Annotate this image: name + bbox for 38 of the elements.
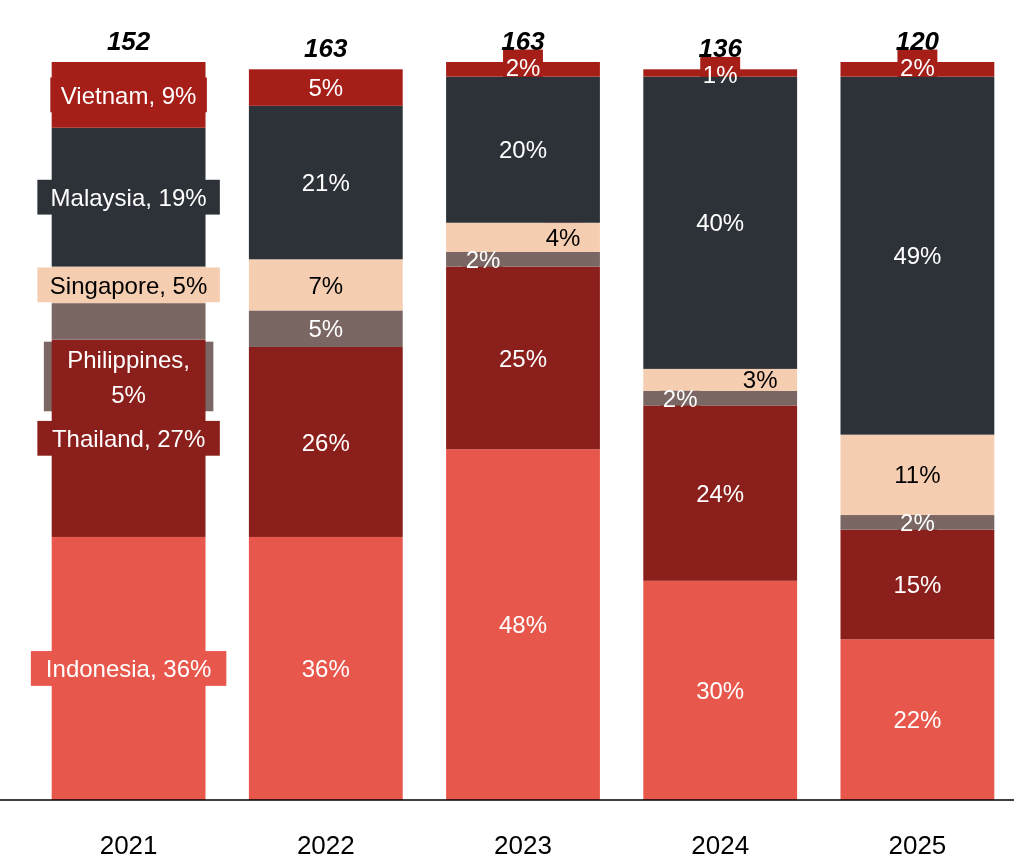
x-tick-label: 2025 bbox=[888, 830, 947, 857]
annotation: 120 bbox=[895, 26, 940, 56]
data-label: Indonesia, 36% bbox=[45, 655, 212, 683]
data-label: 36% bbox=[301, 655, 350, 683]
annotation: 163 bbox=[501, 26, 546, 56]
data-label: 3% bbox=[742, 366, 778, 394]
data-label: 2% bbox=[900, 53, 935, 81]
data-label: Singapore, 5% bbox=[49, 271, 208, 299]
data-label: 5% bbox=[308, 315, 344, 343]
data-label: 48% bbox=[498, 611, 548, 639]
data-label: Vietnam, 9% bbox=[60, 81, 197, 109]
annotation: 163 bbox=[304, 33, 349, 64]
data-label: 2% bbox=[465, 245, 501, 273]
data-label: 30% bbox=[696, 677, 745, 705]
data-label: 24% bbox=[696, 479, 745, 507]
data-label: 21% bbox=[301, 169, 350, 197]
data-label: Malaysia, 19% bbox=[50, 183, 207, 211]
annotation: 152 bbox=[106, 26, 151, 56]
data-label: Thailand, 27% bbox=[51, 424, 206, 452]
data-label: 49% bbox=[893, 242, 942, 270]
data-label: 5% bbox=[308, 74, 344, 102]
data-label: 20% bbox=[498, 136, 548, 164]
data-label: 15% bbox=[893, 571, 942, 599]
data-label: 4% bbox=[545, 224, 581, 252]
data-label: 11% bbox=[894, 461, 941, 489]
x-tick-label: 2022 bbox=[296, 830, 355, 857]
data-label: 22% bbox=[893, 706, 942, 734]
data-label: Philippines, 5% bbox=[67, 345, 190, 408]
data-label: 2% bbox=[900, 508, 935, 536]
data-label: 2% bbox=[662, 384, 698, 412]
x-tick-label: 2021 bbox=[99, 830, 158, 857]
data-label: 7% bbox=[308, 271, 344, 299]
data-label: 26% bbox=[301, 428, 350, 456]
x-tick-label: 2023 bbox=[494, 830, 552, 857]
data-label: 25% bbox=[498, 344, 548, 372]
data-label: 40% bbox=[696, 209, 745, 237]
x-tick-label: 2024 bbox=[691, 830, 750, 857]
data-label: 2% bbox=[505, 53, 541, 81]
